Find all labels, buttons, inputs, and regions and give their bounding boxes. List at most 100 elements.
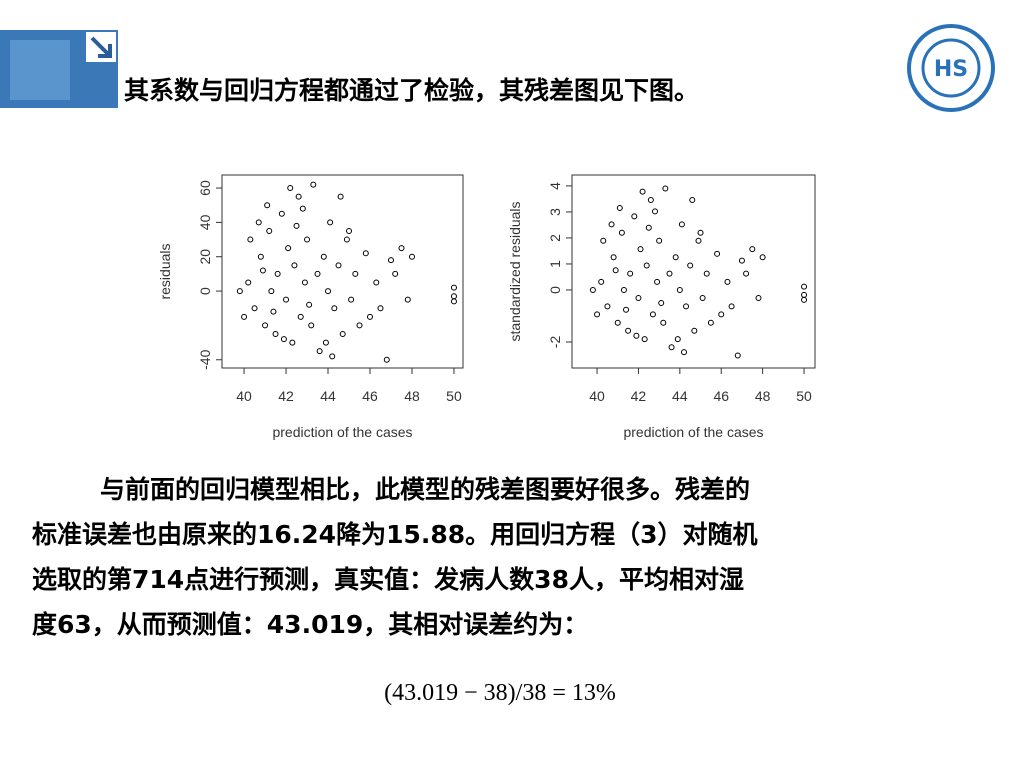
point	[654, 278, 661, 285]
point	[643, 262, 650, 269]
point	[612, 267, 619, 274]
y-tick-label: 3	[547, 208, 563, 216]
point	[647, 196, 654, 203]
point	[299, 205, 306, 212]
point	[639, 188, 646, 195]
point	[759, 254, 766, 261]
point	[678, 221, 685, 228]
x-tick-label: 40	[236, 388, 252, 404]
point	[633, 332, 640, 339]
point	[641, 336, 648, 343]
point	[450, 284, 457, 291]
point	[322, 339, 329, 346]
point	[377, 305, 384, 312]
point	[268, 288, 275, 295]
university-logo: HS	[907, 24, 995, 112]
svg-text:HS: HS	[934, 57, 968, 82]
x-tick-label: 40	[589, 388, 605, 404]
formula: (43.019 − 38)/38 = 13%	[384, 680, 616, 706]
x-tick-label: 44	[320, 388, 336, 404]
y-tick-label: 0	[197, 287, 213, 295]
y-tick-label: -2	[547, 336, 563, 349]
point	[697, 229, 704, 236]
point	[662, 185, 669, 192]
point	[623, 306, 630, 313]
point	[356, 322, 363, 329]
x-tick-label: 42	[631, 388, 647, 404]
x-tick-label: 50	[796, 388, 812, 404]
point	[327, 219, 334, 226]
x-tick-label: 48	[404, 388, 420, 404]
point	[656, 237, 663, 244]
point	[680, 349, 687, 356]
point	[304, 236, 311, 243]
point	[660, 319, 667, 326]
point	[801, 291, 808, 298]
point	[620, 286, 627, 293]
point	[631, 213, 638, 220]
point	[450, 298, 457, 305]
point	[280, 336, 287, 343]
point	[274, 270, 281, 277]
point	[691, 327, 698, 334]
point	[749, 246, 756, 253]
plot-frame	[571, 174, 816, 369]
point	[398, 245, 405, 252]
point	[658, 299, 665, 306]
point	[367, 313, 374, 320]
point	[668, 344, 675, 351]
point	[718, 311, 725, 318]
point	[714, 250, 721, 257]
point	[724, 278, 731, 285]
point	[295, 193, 302, 200]
point	[600, 237, 607, 244]
point	[676, 286, 683, 293]
body-line: 选取的第714点进行预测，真实值：发病人数38人，平均相对湿	[32, 565, 744, 594]
point	[672, 254, 679, 261]
point	[589, 286, 596, 293]
body-line: 度63，从而预测值：43.019，其相对误差约为：	[32, 610, 588, 639]
y-tick-label: 60	[197, 180, 213, 196]
point	[674, 336, 681, 343]
point	[610, 254, 617, 261]
point	[703, 270, 710, 277]
point	[614, 319, 621, 326]
point	[645, 224, 652, 231]
point	[331, 305, 338, 312]
body-line: 标准误差也由原来的16.24降为15.88。用回归方程（3）对随机	[32, 520, 758, 549]
point	[289, 339, 296, 346]
point	[339, 331, 346, 338]
x-tick-label: 48	[755, 388, 771, 404]
slide-title: 其系数与回归方程都通过了检验，其残差图见下图。	[124, 76, 699, 105]
point	[755, 295, 762, 302]
point	[272, 331, 279, 338]
point	[387, 257, 394, 264]
point	[285, 245, 292, 252]
y-tick-label: -40	[197, 349, 213, 369]
x-tick-label: 42	[278, 388, 294, 404]
point	[343, 236, 350, 243]
point	[616, 205, 623, 212]
y-tick-label: 1	[547, 260, 563, 268]
point	[649, 311, 656, 318]
y-axis-label: residuals	[157, 243, 173, 299]
point	[392, 270, 399, 277]
point	[287, 185, 294, 192]
point	[352, 270, 359, 277]
point	[348, 296, 355, 303]
point	[283, 296, 290, 303]
point	[652, 208, 659, 215]
point	[297, 313, 304, 320]
point	[627, 270, 634, 277]
point	[270, 308, 277, 315]
point	[734, 352, 741, 359]
x-axis-label: prediction of the cases	[272, 424, 412, 440]
x-axis-label: prediction of the cases	[623, 424, 763, 440]
plot-frame	[221, 174, 464, 369]
point	[257, 253, 264, 260]
point	[335, 262, 342, 269]
point	[373, 279, 380, 286]
point	[383, 356, 390, 363]
point	[346, 227, 353, 234]
